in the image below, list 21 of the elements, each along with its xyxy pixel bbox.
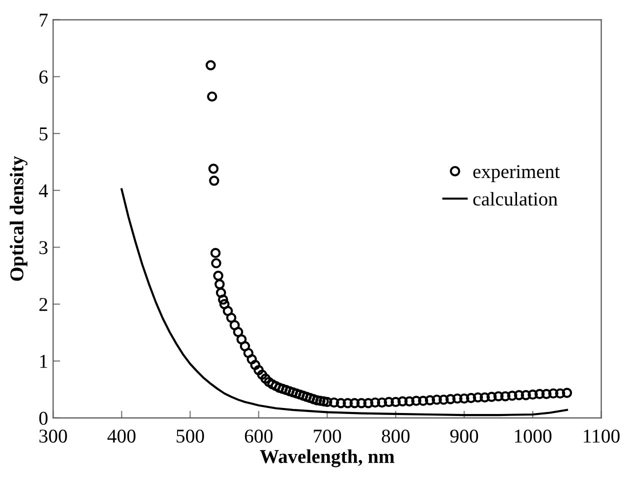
legend-label: calculation (473, 192, 558, 206)
x-tick-label: 300 (39, 430, 67, 443)
x-tick-label: 1100 (584, 430, 620, 443)
x-tick-label: 900 (450, 430, 478, 443)
y-tick-label: 3 (39, 241, 48, 254)
x-tick-label: 400 (107, 430, 136, 443)
y-tick-label: 1 (40, 354, 48, 368)
x-tick-label: 1000 (515, 430, 552, 443)
x-tick-label: 500 (176, 430, 204, 443)
y-tick-label: 5 (40, 128, 48, 140)
legend-label: experiment (473, 165, 560, 182)
x-tick-label: 800 (382, 430, 410, 443)
y-axis-title: Optical density (10, 156, 28, 281)
y-tick-label: 7 (40, 14, 48, 27)
x-tick-label: 600 (244, 430, 273, 443)
y-tick-label: 4 (38, 184, 48, 198)
x-axis-title: Wavelength, nm (260, 449, 394, 468)
y-tick-label: 2 (39, 298, 48, 311)
y-tick-label: 6 (39, 70, 48, 84)
y-tick-label: 0 (39, 412, 48, 425)
x-tick-label: 700 (314, 430, 342, 443)
